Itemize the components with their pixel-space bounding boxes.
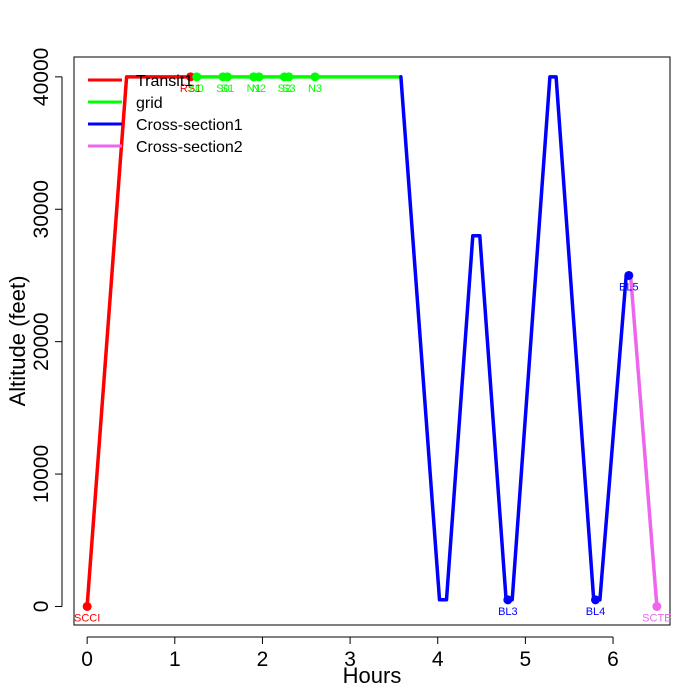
legend-label-cross-section1: Cross-section1 bbox=[136, 117, 243, 134]
point-n2 bbox=[254, 72, 264, 82]
point-s1 bbox=[222, 72, 232, 82]
point-label-s3: S3 bbox=[282, 83, 295, 95]
y-axis: 0 10000 20000 30000 40000 bbox=[30, 48, 63, 613]
x-tick-label: 3 bbox=[344, 648, 356, 671]
y-axis-title: Altitude (feet) bbox=[5, 276, 30, 407]
x-tick-label: 0 bbox=[81, 648, 93, 671]
point-label-n3: N3 bbox=[308, 83, 322, 95]
legend-label-grid: grid bbox=[136, 95, 163, 112]
series-line-transit1 bbox=[85, 75, 199, 609]
point-label-bl5: BL5 bbox=[619, 281, 639, 293]
plot-frame bbox=[73, 56, 671, 626]
point-bl4 bbox=[591, 595, 600, 605]
point-n0 bbox=[192, 72, 202, 82]
legend: Transit1 grid Cross-section1 Cross-section2 bbox=[88, 73, 243, 156]
y-tick-label: 30000 bbox=[30, 180, 53, 238]
x-tick-label: 1 bbox=[169, 648, 181, 671]
point-label-n2: N2 bbox=[252, 83, 266, 95]
x-tick-label: 6 bbox=[607, 648, 619, 671]
point-label-scci: SCCI bbox=[74, 612, 100, 624]
point-label-bl3: BL3 bbox=[498, 606, 518, 618]
y-tick-label: 10000 bbox=[30, 445, 53, 503]
y-tick-label: 40000 bbox=[30, 48, 53, 106]
x-tick-label: 4 bbox=[432, 648, 444, 671]
point-bl3 bbox=[503, 595, 513, 605]
legend-label-transit1: Transit1 bbox=[136, 73, 193, 90]
point-label-s0: S0 bbox=[216, 83, 229, 95]
point-label-bl4: BL4 bbox=[586, 606, 606, 618]
x-tick-label: 2 bbox=[257, 648, 269, 671]
point-label-rs1: RS1 bbox=[180, 83, 201, 95]
point-bl5 bbox=[624, 270, 634, 280]
point-scci bbox=[82, 601, 92, 611]
y-tick-label: 20000 bbox=[30, 312, 53, 370]
point-label-s2: S2 bbox=[278, 83, 291, 95]
x-axis: 0 1 2 3 4 5 6 bbox=[81, 636, 619, 671]
point-label-n0: N0 bbox=[190, 83, 204, 95]
x-axis-title: Hours bbox=[343, 663, 402, 688]
point-n3 bbox=[310, 72, 320, 82]
point-s3 bbox=[284, 72, 294, 82]
series-line-cross-section2 bbox=[628, 273, 659, 609]
legend-label-cross-section2: Cross-section2 bbox=[136, 139, 243, 156]
point-scte bbox=[652, 601, 662, 611]
point-label-n1: N1 bbox=[247, 83, 261, 95]
y-tick-label: 0 bbox=[30, 601, 53, 613]
x-tick-label: 5 bbox=[520, 648, 532, 671]
point-label-s1: S1 bbox=[221, 83, 234, 95]
point-label-scte: SCTE bbox=[642, 612, 671, 624]
series-layer bbox=[85, 75, 659, 609]
series-line-cross-section1 bbox=[399, 75, 633, 602]
